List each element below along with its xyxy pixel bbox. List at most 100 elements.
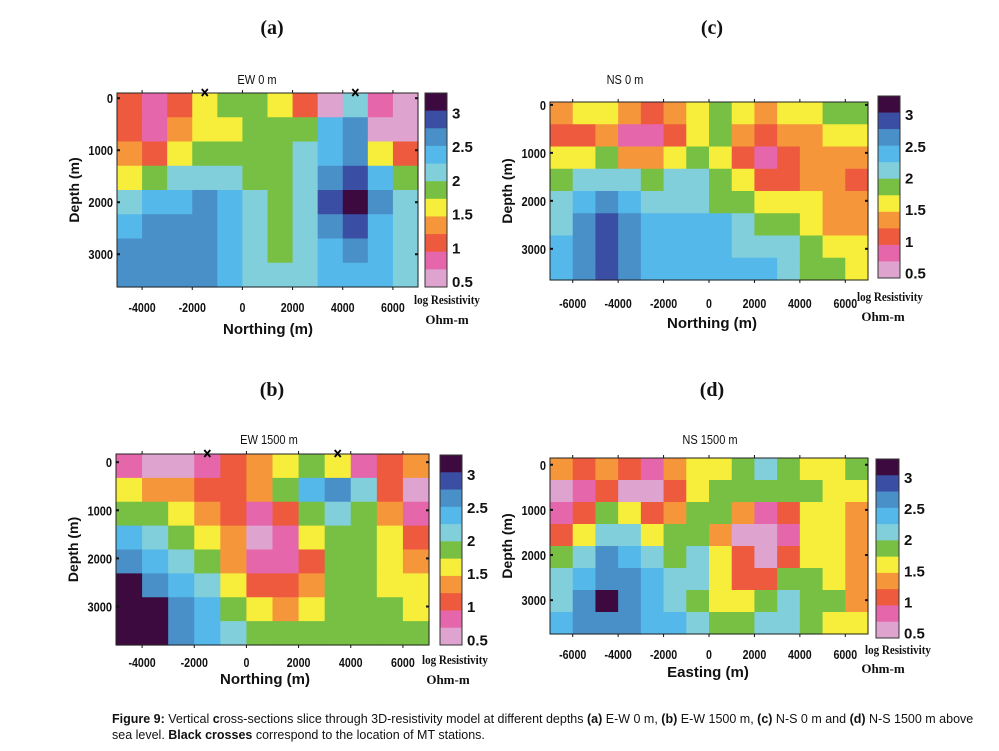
heatmap-cell xyxy=(640,458,665,481)
x-tick-label: -4000 xyxy=(128,300,156,315)
heatmap-cell xyxy=(272,501,300,527)
x-tick-label: 0 xyxy=(706,647,712,662)
colorbar-bin xyxy=(876,475,899,493)
heatmap-cell xyxy=(845,257,869,281)
y-tick-label: 2000 xyxy=(521,548,546,563)
heatmap-cell xyxy=(350,454,378,479)
colorbar-tick-label: 3 xyxy=(467,467,475,484)
heatmap-cell xyxy=(192,165,218,191)
mt-station-cross-marker xyxy=(351,88,359,97)
y-tick-label: 2000 xyxy=(88,195,113,210)
heatmap-cell xyxy=(116,525,143,551)
heatmap-cell xyxy=(640,146,665,170)
colorbar-tick-label: 1.5 xyxy=(905,202,926,219)
heatmap-cell xyxy=(317,238,344,264)
heatmap-cell xyxy=(267,262,294,288)
heatmap-cell xyxy=(731,191,756,214)
colorbar-unit-label: Ohm-m xyxy=(861,309,905,324)
heatmap-cell xyxy=(168,477,195,503)
caption-text: N-S 0 m and xyxy=(772,712,850,726)
heatmap-cell xyxy=(376,573,404,598)
heatmap-cell xyxy=(686,524,710,547)
heatmap-cell xyxy=(595,124,619,148)
heatmap-cell xyxy=(242,214,269,240)
colorbar-bin xyxy=(876,556,899,574)
heatmap-cell xyxy=(845,191,869,214)
colorbar-tick-label: 0.5 xyxy=(452,274,473,291)
heatmap-cell xyxy=(142,165,168,191)
heatmap-cell xyxy=(392,117,419,143)
colorbar-bin xyxy=(876,540,899,558)
heatmap-cell xyxy=(292,190,319,215)
heatmap-cell xyxy=(777,546,801,569)
heatmap-cell xyxy=(550,590,574,613)
heatmap-cell xyxy=(367,117,394,143)
heatmap-cell xyxy=(550,102,574,125)
heatmap-cell xyxy=(845,612,869,635)
heatmap-cell xyxy=(142,262,168,288)
heatmap-cell xyxy=(754,257,778,281)
heatmap-cell xyxy=(324,477,352,503)
heatmap-cell xyxy=(267,165,294,191)
plot-frame xyxy=(116,92,419,288)
heatmap-cell xyxy=(116,549,143,574)
heatmap-cell xyxy=(392,93,419,118)
heatmap-cell xyxy=(686,568,710,591)
heatmap-cell xyxy=(217,141,244,167)
heatmap-cell xyxy=(367,141,394,167)
heatmap-cell xyxy=(142,117,168,143)
panel-title: EW 0 m xyxy=(237,72,276,87)
caption-text: Vertical xyxy=(164,712,213,726)
heatmap-cell xyxy=(324,597,352,622)
heatmap-cell xyxy=(686,168,710,192)
heatmap-cell xyxy=(220,597,248,622)
plot-frame xyxy=(115,453,430,646)
colorbar-bin xyxy=(440,455,462,473)
heatmap-cell xyxy=(142,141,168,167)
y-axis-label: Depth (m) xyxy=(66,157,82,222)
heatmap-cell xyxy=(142,573,169,598)
colorbar-bin xyxy=(878,178,900,196)
heatmap-cell xyxy=(550,124,574,148)
heatmap-cell xyxy=(822,257,846,281)
caption-text: correspond to the location of MT station… xyxy=(252,728,485,742)
heatmap-cell xyxy=(242,190,269,215)
colorbar-bin xyxy=(440,541,462,560)
heatmap-cell xyxy=(392,141,419,167)
heatmap-cell xyxy=(640,213,665,237)
heatmap-cell xyxy=(572,458,597,481)
heatmap-cell xyxy=(117,93,143,118)
caption-text: E-W 0 m, xyxy=(602,712,662,726)
heatmap-cell xyxy=(367,214,394,240)
heatmap-cell xyxy=(272,525,300,551)
colorbar-label: log Resistivity xyxy=(857,289,923,304)
heatmap-cell xyxy=(168,573,195,598)
heatmap-cell xyxy=(709,146,733,170)
heatmap-cell xyxy=(754,124,778,148)
heatmap-cell xyxy=(686,546,710,569)
heatmap-cell xyxy=(267,141,294,167)
heatmap-cell xyxy=(550,191,574,214)
panel-title: NS 1500 m xyxy=(682,432,737,447)
heatmap-cell xyxy=(686,235,710,259)
heatmap-cell xyxy=(242,117,269,143)
heatmap-cell xyxy=(376,621,404,646)
heatmap-cell xyxy=(376,477,404,503)
heatmap-cell xyxy=(663,257,687,281)
heatmap-cell xyxy=(799,612,824,635)
heatmap-cell xyxy=(572,235,597,259)
heatmap-cell xyxy=(777,168,801,192)
panel-a xyxy=(116,88,448,290)
colorbar-tick-label: 2 xyxy=(467,533,475,550)
colorbar-tick-label: 2 xyxy=(905,171,913,188)
heatmap-cell xyxy=(595,458,619,481)
heatmap-cell xyxy=(640,235,665,259)
heatmap-cell xyxy=(272,454,300,479)
heatmap-cell xyxy=(167,141,193,167)
heatmap-cell xyxy=(324,573,352,598)
colorbar-bin xyxy=(878,195,900,213)
heatmap-cell xyxy=(709,480,733,503)
heatmap-cell xyxy=(595,257,619,281)
heatmap-cell xyxy=(845,546,869,569)
heatmap-cell xyxy=(317,190,344,215)
